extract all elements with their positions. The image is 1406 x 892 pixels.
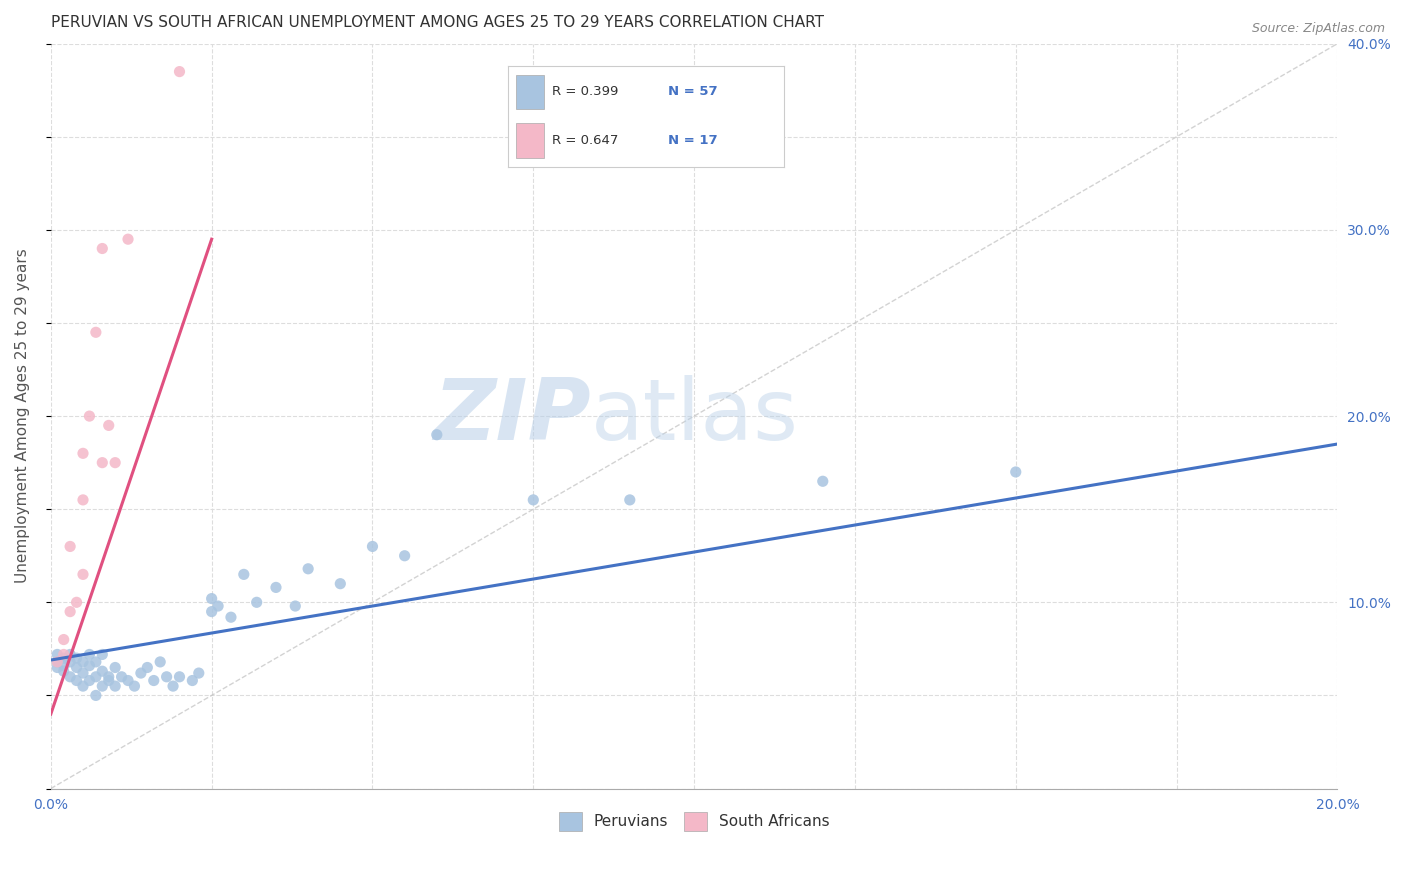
Point (219, 610, 242, 624)
Point (91, 648, 114, 662)
Point (59, 648, 82, 662)
Point (426, 427, 449, 442)
Point (65, 595, 87, 609)
Point (811, 475, 834, 489)
Point (361, 540, 384, 554)
Point (149, 655, 172, 669)
Point (79, 409, 101, 423)
Point (97, 673, 120, 688)
Point (104, 660, 127, 674)
Point (246, 595, 269, 609)
Point (91, 242, 114, 256)
Point (169, 670, 191, 684)
Point (201, 591, 224, 606)
Text: atlas: atlas (591, 375, 799, 458)
Point (84, 670, 107, 684)
Point (46, 655, 69, 669)
Point (72, 666, 94, 681)
Point (117, 232, 139, 246)
Point (284, 599, 307, 613)
Point (52, 664, 75, 678)
Point (65, 660, 87, 674)
Point (46, 655, 69, 669)
Point (187, 666, 209, 681)
Point (394, 549, 416, 563)
Point (1004, 465, 1026, 479)
Point (84, 655, 107, 669)
Point (201, 605, 224, 619)
Point (232, 567, 254, 582)
Point (104, 456, 127, 470)
Point (207, 599, 229, 613)
Point (59, 655, 82, 669)
Point (142, 673, 165, 688)
Point (84, 326, 107, 340)
Point (65, 651, 87, 665)
Point (162, 679, 184, 693)
Point (79, 658, 101, 673)
Legend: Peruvians, South Africans: Peruvians, South Africans (553, 805, 835, 837)
Point (97, 418, 120, 433)
Point (136, 660, 159, 674)
Point (522, 492, 544, 507)
Point (129, 666, 152, 681)
Text: PERUVIAN VS SOUTH AFRICAN UNEMPLOYMENT AMONG AGES 25 TO 29 YEARS CORRELATION CHA: PERUVIAN VS SOUTH AFRICAN UNEMPLOYMENT A… (51, 15, 824, 30)
Point (52, 651, 75, 665)
Y-axis label: Unemployment Among Ages 25 to 29 years: Unemployment Among Ages 25 to 29 years (15, 249, 30, 583)
Point (59, 540, 82, 554)
Point (79, 648, 101, 662)
Text: Source: ZipAtlas.com: Source: ZipAtlas.com (1251, 22, 1385, 36)
Point (59, 670, 82, 684)
Point (46, 660, 69, 674)
Point (181, 673, 204, 688)
Point (97, 670, 120, 684)
Point (297, 562, 319, 576)
Point (59, 605, 82, 619)
Point (52, 648, 75, 662)
Point (110, 670, 132, 684)
Point (156, 670, 179, 684)
Point (329, 576, 352, 591)
Point (91, 456, 114, 470)
Point (72, 655, 94, 669)
Point (72, 446, 94, 460)
Point (84, 689, 107, 703)
Point (169, 64, 191, 78)
Point (104, 679, 127, 693)
Point (52, 632, 75, 647)
Point (117, 673, 139, 688)
Point (65, 673, 87, 688)
Point (72, 567, 94, 582)
Point (91, 679, 114, 693)
Text: ZIP: ZIP (433, 375, 591, 458)
Point (91, 664, 114, 678)
Point (72, 679, 94, 693)
Point (619, 492, 641, 507)
Point (264, 581, 287, 595)
Point (52, 658, 75, 673)
Point (124, 679, 146, 693)
Point (46, 648, 69, 662)
Point (72, 492, 94, 507)
Point (79, 673, 101, 688)
